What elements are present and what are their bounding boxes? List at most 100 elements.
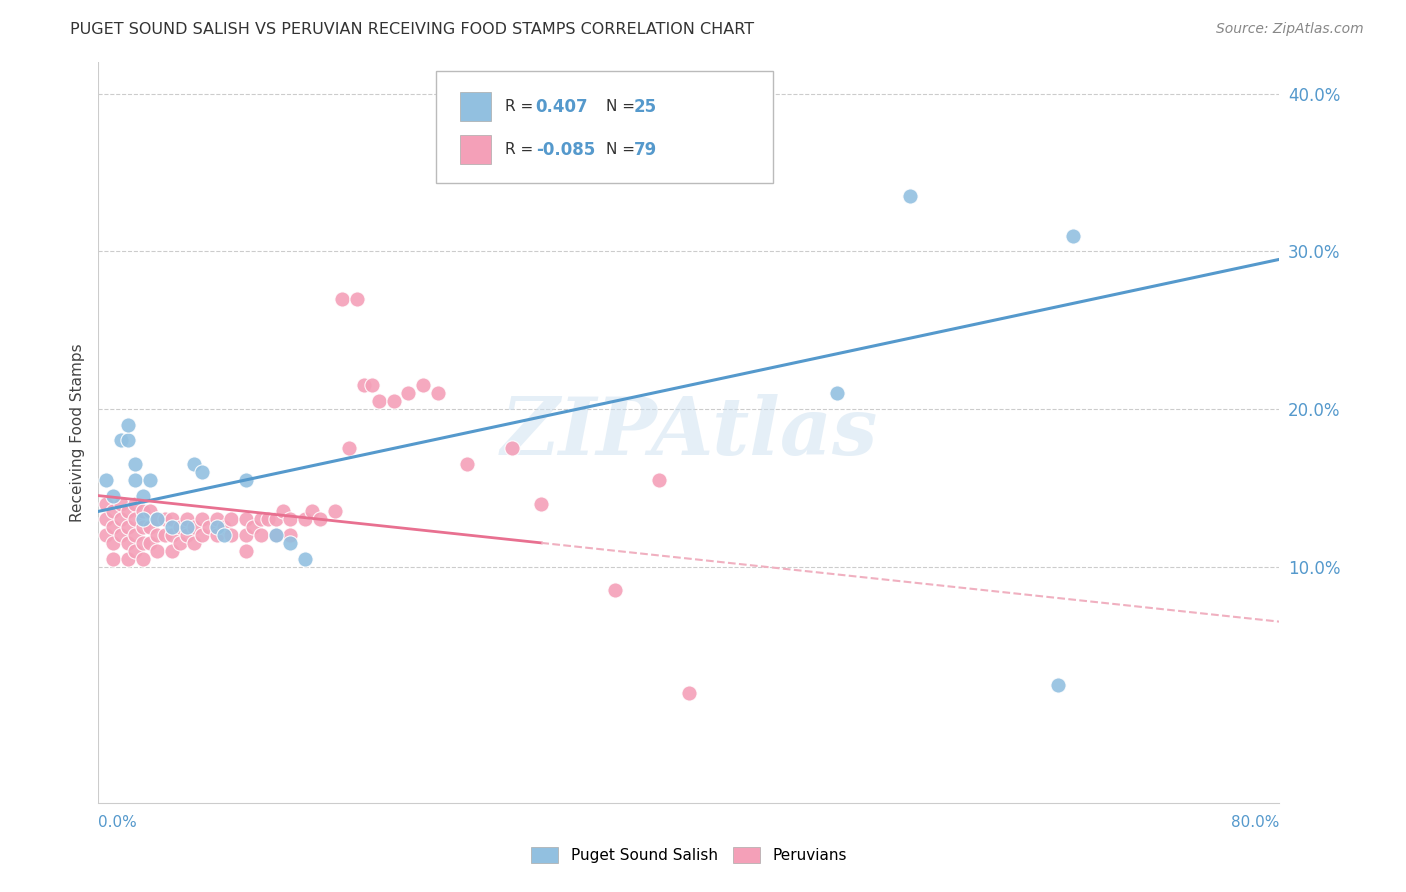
Text: 79: 79 — [634, 141, 658, 159]
Point — [124, 473, 146, 487]
Point — [235, 473, 257, 487]
Point — [235, 543, 257, 558]
Point — [162, 512, 183, 526]
Point — [235, 528, 257, 542]
Text: 80.0%: 80.0% — [1232, 815, 1279, 830]
Point — [294, 551, 316, 566]
Point — [176, 528, 198, 542]
Point — [132, 536, 155, 550]
Point — [191, 512, 214, 526]
Point — [1062, 228, 1084, 243]
Point — [368, 394, 391, 409]
Point — [146, 528, 169, 542]
Point — [176, 520, 198, 534]
Point — [346, 292, 368, 306]
Point — [900, 189, 922, 203]
Point — [94, 512, 117, 526]
Point — [103, 504, 125, 518]
Point — [94, 473, 117, 487]
Point — [103, 536, 125, 550]
Point — [139, 520, 162, 534]
Text: PUGET SOUND SALISH VS PERUVIAN RECEIVING FOOD STAMPS CORRELATION CHART: PUGET SOUND SALISH VS PERUVIAN RECEIVING… — [70, 22, 755, 37]
Point — [139, 504, 162, 518]
Point — [678, 685, 700, 699]
Point — [825, 386, 848, 401]
Point — [117, 536, 139, 550]
Point — [162, 543, 183, 558]
Point — [191, 465, 214, 479]
Point — [110, 496, 132, 510]
Point — [183, 457, 205, 471]
Text: 25: 25 — [634, 97, 657, 116]
Point — [257, 512, 280, 526]
Point — [139, 473, 162, 487]
Point — [153, 512, 176, 526]
Point — [124, 496, 146, 510]
Point — [648, 473, 671, 487]
Point — [132, 520, 155, 534]
Point — [132, 504, 155, 518]
Text: N =: N = — [606, 99, 636, 114]
Point — [280, 512, 302, 526]
Point — [280, 536, 302, 550]
Point — [169, 536, 191, 550]
Text: 0.407: 0.407 — [536, 97, 588, 116]
Point — [146, 512, 169, 526]
Point — [94, 528, 117, 542]
Point — [146, 512, 169, 526]
Point — [280, 528, 302, 542]
Point — [398, 386, 420, 401]
Point — [250, 512, 273, 526]
Point — [124, 457, 146, 471]
Point — [153, 528, 176, 542]
Point — [117, 417, 139, 432]
Point — [250, 528, 273, 542]
Point — [132, 512, 155, 526]
Point — [117, 551, 139, 566]
Point — [1046, 678, 1070, 692]
Point — [353, 378, 375, 392]
Point — [132, 551, 155, 566]
Point — [501, 442, 523, 456]
Point — [169, 520, 191, 534]
Point — [124, 528, 146, 542]
Point — [212, 528, 235, 542]
Point — [323, 504, 346, 518]
Point — [264, 528, 287, 542]
Point — [301, 504, 323, 518]
Text: R =: R = — [505, 99, 533, 114]
Point — [198, 520, 221, 534]
Point — [360, 378, 382, 392]
Point — [132, 489, 155, 503]
Point — [212, 520, 235, 534]
Point — [110, 512, 132, 526]
Point — [117, 434, 139, 448]
Point — [242, 520, 264, 534]
Point — [191, 528, 214, 542]
Point — [124, 543, 146, 558]
Point — [146, 543, 169, 558]
Point — [294, 512, 316, 526]
Legend: Puget Sound Salish, Peruvians: Puget Sound Salish, Peruvians — [524, 841, 853, 869]
Text: R =: R = — [505, 142, 533, 157]
Text: 0.0%: 0.0% — [98, 815, 138, 830]
Point — [271, 504, 294, 518]
Point — [457, 457, 479, 471]
Point — [264, 512, 287, 526]
Point — [339, 442, 361, 456]
Point — [309, 512, 332, 526]
Point — [183, 536, 205, 550]
Point — [103, 489, 125, 503]
Point — [221, 512, 243, 526]
Point — [427, 386, 450, 401]
Point — [110, 528, 132, 542]
Point — [117, 504, 139, 518]
Text: -0.085: -0.085 — [536, 141, 595, 159]
Point — [221, 528, 243, 542]
Point — [176, 512, 198, 526]
Point — [162, 520, 183, 534]
Point — [94, 496, 117, 510]
Point — [605, 583, 627, 598]
Point — [183, 520, 205, 534]
Point — [530, 496, 553, 510]
